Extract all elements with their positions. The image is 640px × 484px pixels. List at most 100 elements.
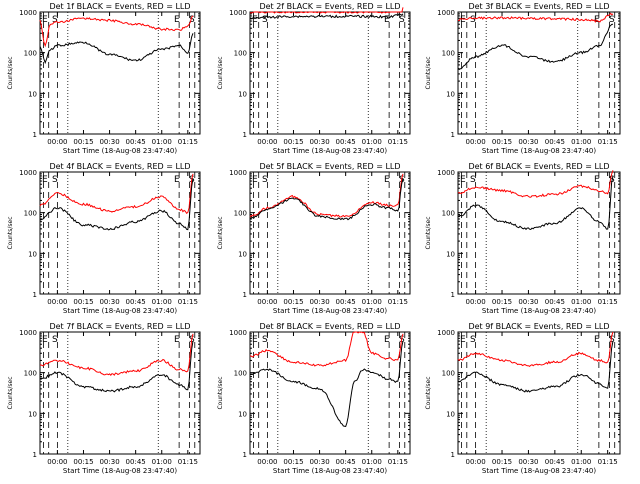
plot-frame (457, 331, 621, 455)
series-line-events (39, 340, 194, 393)
x-tick-label: 00:30 (99, 138, 119, 146)
y-tick-label: 1 (33, 451, 37, 459)
y-tick-label: 100 (234, 370, 247, 378)
x-axis-label: Start Time (18-Aug-08 23:47:40) (273, 467, 387, 475)
panel-title: Det 9f BLACK = Events, RED = LLD (468, 322, 609, 331)
plot-frame (457, 171, 621, 295)
x-tick-label: 00:45 (126, 298, 146, 306)
y-tick-label: 1 (243, 131, 247, 139)
plot-frame (39, 331, 201, 455)
marker-letter: E (252, 335, 258, 345)
panel-title: Det 8f BLACK = Events, RED = LLD (259, 322, 400, 331)
y-tick-label: 1 (243, 451, 247, 459)
marker-letter: E (460, 335, 466, 345)
panel-title: Det 7f BLACK = Events, RED = LLD (49, 322, 190, 331)
x-axis-label: Start Time (18-Aug-08 23:47:40) (482, 467, 596, 475)
marker-letter: E (252, 175, 258, 185)
x-tick-label: 00:15 (492, 298, 512, 306)
x-tick-label: 01:00 (152, 298, 172, 306)
y-tick-label: 1000 (19, 9, 37, 17)
marker-letter: S (189, 15, 195, 25)
series-line-events (249, 340, 404, 427)
marker-letter: S (470, 175, 476, 185)
marker-letter: E (594, 335, 600, 345)
x-tick-label: 01:00 (571, 458, 591, 466)
y-tick-label: 1000 (229, 169, 247, 177)
x-tick-label: 00:15 (283, 298, 303, 306)
detector-panel-7: Det 7f BLACK = Events, RED = LLD 1 10 100 10… (7, 322, 201, 475)
detector-panel-1: Det 1f BLACK = Events, RED = LLD 1 10 100 10… (7, 2, 201, 155)
y-tick-label: 1 (451, 451, 455, 459)
x-tick-label: 00:30 (309, 458, 329, 466)
series-line-events (457, 175, 614, 231)
marker-letter: E (42, 175, 48, 185)
x-tick-label: 00:45 (126, 458, 146, 466)
plot-frame (249, 171, 411, 295)
marker-letter: S (262, 15, 268, 25)
y-tick-label: 1000 (437, 9, 455, 17)
marker-letter: E (460, 175, 466, 185)
detector-panel-8: Det 8f BLACK = Events, RED = LLD 1 10 100 10… (217, 322, 411, 475)
detector-panel-4: Det 4f BLACK = Events, RED = LLD 1 10 100 10… (7, 162, 201, 315)
y-tick-label: 10 (238, 410, 247, 418)
x-axis-label: Start Time (18-Aug-08 23:47:40) (273, 307, 387, 315)
plot-frame (39, 11, 201, 135)
y-tick-label: 10 (28, 250, 37, 258)
marker-letter: S (609, 15, 615, 25)
x-tick-label: 00:00 (47, 138, 67, 146)
x-tick-label: 00:45 (545, 458, 565, 466)
y-tick-label: 1000 (437, 329, 455, 337)
x-axis-label: Start Time (18-Aug-08 23:47:40) (273, 147, 387, 155)
y-axis-label: Counts/sec (217, 376, 224, 409)
marker-letter: E (42, 335, 48, 345)
y-tick-label: 100 (24, 210, 37, 218)
y-tick-label: 10 (28, 90, 37, 98)
y-tick-label: 1000 (19, 169, 37, 177)
series-line-lld (39, 15, 194, 48)
panel-title: Det 5f BLACK = Events, RED = LLD (259, 162, 400, 171)
detector-panel-6: Det 6f BLACK = Events, RED = LLD 1 10 100 10… (425, 162, 621, 315)
series-line-lld (457, 331, 614, 368)
marker-letter: S (470, 335, 476, 345)
detector-panel-3: Det 3f BLACK = Events, RED = LLD 1 10 100 10… (425, 2, 621, 155)
marker-letter: E (384, 15, 390, 25)
x-tick-label: 00:30 (99, 298, 119, 306)
x-tick-label: 00:30 (99, 458, 119, 466)
panel-title: Det 3f BLACK = Events, RED = LLD (468, 2, 609, 11)
marker-letter: S (52, 15, 58, 25)
x-tick-label: 00:45 (545, 138, 565, 146)
marker-letter: E (460, 15, 466, 25)
marker-letter: S (52, 335, 58, 345)
y-tick-label: 10 (238, 90, 247, 98)
y-tick-label: 10 (28, 410, 37, 418)
y-tick-label: 1000 (229, 9, 247, 17)
detector-panel-5: Det 5f BLACK = Events, RED = LLD 1 10 100 10… (217, 162, 411, 315)
marker-letter: S (399, 335, 405, 345)
marker-letter: S (262, 335, 268, 345)
series-line-events (39, 33, 194, 65)
series-line-lld (249, 331, 404, 367)
x-tick-label: 01:00 (362, 138, 382, 146)
x-tick-label: 00:00 (47, 298, 67, 306)
plot-frame (249, 11, 411, 135)
x-tick-label: 01:15 (598, 458, 618, 466)
y-axis-label: Counts/sec (217, 216, 224, 249)
x-tick-label: 01:15 (178, 138, 198, 146)
x-tick-label: 01:15 (178, 298, 198, 306)
y-tick-label: 100 (234, 50, 247, 58)
x-tick-label: 00:15 (283, 458, 303, 466)
y-axis-label: Counts/sec (217, 56, 224, 89)
x-tick-label: 01:15 (388, 458, 408, 466)
marker-letter: S (262, 175, 268, 185)
marker-letter: E (594, 175, 600, 185)
x-axis-label: Start Time (18-Aug-08 23:47:40) (63, 147, 177, 155)
series-line-events (39, 178, 194, 231)
x-tick-label: 00:00 (257, 138, 277, 146)
x-tick-label: 01:00 (362, 298, 382, 306)
y-tick-label: 10 (446, 90, 455, 98)
x-tick-label: 00:45 (545, 298, 565, 306)
x-axis-label: Start Time (18-Aug-08 23:47:40) (63, 467, 177, 475)
x-tick-label: 01:15 (598, 298, 618, 306)
marker-letter: S (399, 15, 405, 25)
